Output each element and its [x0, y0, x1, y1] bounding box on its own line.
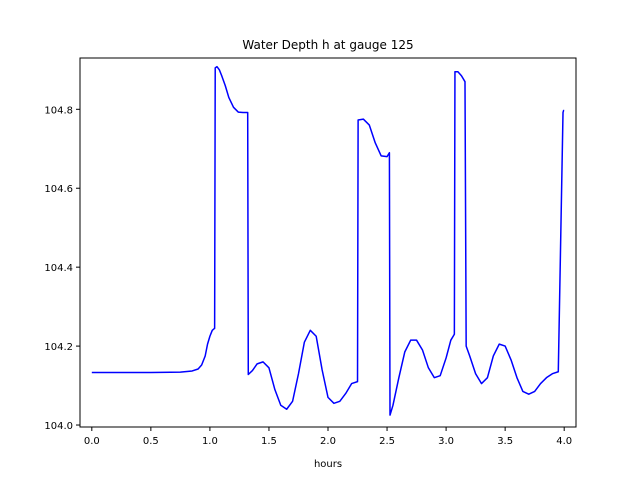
x-tick-label: 0.0 — [84, 436, 100, 447]
x-tick-label: 2.0 — [320, 436, 336, 447]
x-tick-label: 3.5 — [497, 436, 513, 447]
x-tick-label: 0.5 — [143, 436, 159, 447]
x-tick-label: 3.0 — [438, 436, 454, 447]
x-tick-label: 1.0 — [202, 436, 218, 447]
chart-title: Water Depth h at gauge 125 — [242, 38, 413, 52]
x-axis: 0.0 0.5 1.0 1.5 2.0 2.5 3.0 3.5 4.0 — [84, 427, 572, 447]
plot-area — [91, 65, 565, 416]
y-tick-label: 104.4 — [44, 263, 73, 274]
series-line-0 — [91, 65, 565, 416]
y-tick-label: 104.6 — [44, 184, 73, 195]
y-tick-label: 104.0 — [44, 421, 73, 432]
y-axis: 104.0 104.2 104.4 104.6 104.8 — [44, 105, 80, 432]
x-tick-label: 2.5 — [379, 436, 395, 447]
x-axis-label: hours — [314, 459, 342, 470]
x-tick-label: 4.0 — [556, 436, 572, 447]
y-tick-label: 104.8 — [44, 105, 73, 116]
y-tick-label: 104.2 — [44, 342, 73, 353]
x-tick-label: 1.5 — [261, 436, 277, 447]
